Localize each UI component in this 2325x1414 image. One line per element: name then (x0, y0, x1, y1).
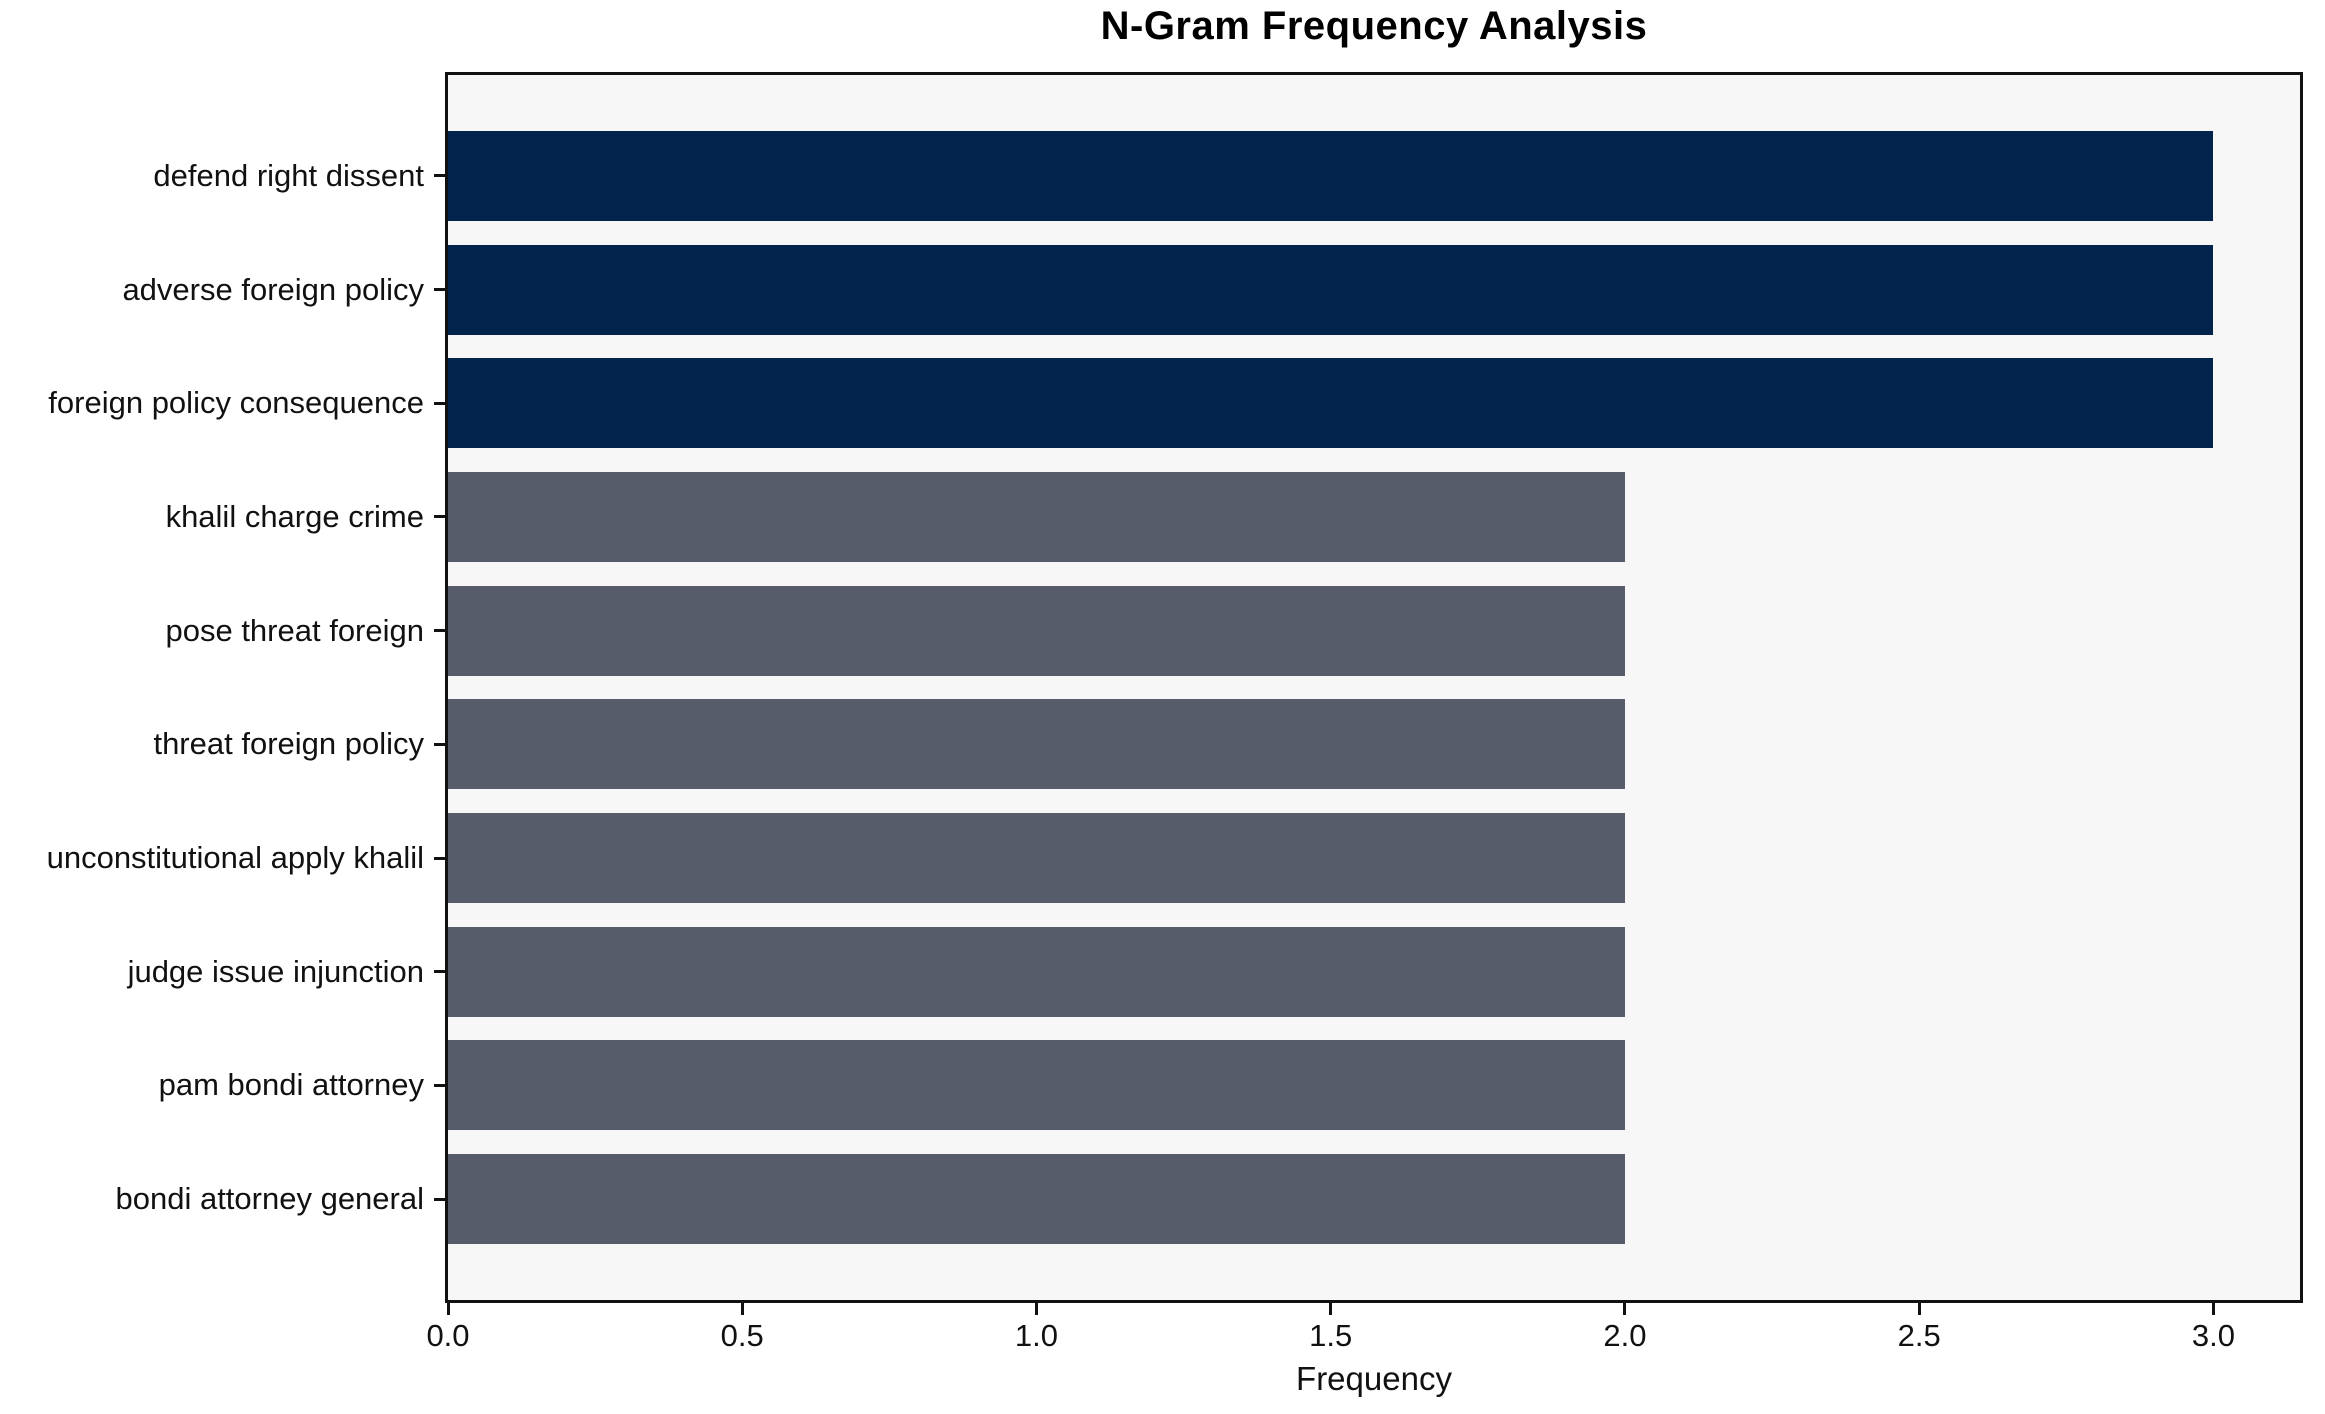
y-tick-mark (434, 288, 445, 292)
y-tick-label-bondi-attorney-general: bondi attorney general (115, 1181, 424, 1217)
x-tick-mark (2211, 1303, 2215, 1315)
bar-defend-right-dissent (448, 130, 2214, 221)
bar-bondi-attorney-general (448, 1154, 1625, 1245)
y-tick-mark (434, 1197, 445, 1201)
x-tick-label-2.5: 2.5 (1897, 1318, 1941, 1353)
chart-title: N-Gram Frequency Analysis (1100, 4, 1648, 48)
x-tick-label-3.0: 3.0 (2191, 1318, 2236, 1353)
y-tick-mark (434, 629, 445, 633)
bar-foreign-policy-consequence (448, 358, 2214, 449)
bar-threat-foreign-policy (448, 699, 1625, 790)
y-tick-label-unconstitutional-apply-khalil: unconstitutional apply khalil (46, 840, 424, 876)
y-tick-mark (434, 856, 445, 860)
x-tick-mark (740, 1303, 744, 1315)
y-tick-mark (434, 1083, 445, 1087)
x-tick-mark (1623, 1303, 1627, 1315)
y-tick-mark (434, 515, 445, 519)
y-tick-label-judge-issue-injunction: judge issue injunction (127, 953, 424, 989)
y-tick-label-defend-right-dissent: defend right dissent (153, 157, 424, 193)
x-axis-label: Frequency (1296, 1360, 1452, 1397)
bar-unconstitutional-apply-khalil (448, 813, 1625, 904)
x-tick-mark (446, 1303, 450, 1315)
bar-khalil-charge-crime (448, 471, 1625, 562)
bar-pam-bondi-attorney (448, 1040, 1625, 1131)
x-tick-label-1.5: 1.5 (1309, 1318, 1353, 1353)
y-tick-mark (434, 742, 445, 746)
y-tick-mark (434, 174, 445, 178)
y-tick-label-foreign-policy-consequence: foreign policy consequence (48, 385, 424, 421)
plot-area (445, 72, 2303, 1303)
x-tick-label-0.0: 0.0 (426, 1318, 470, 1353)
y-tick-label-pose-threat-foreign: pose threat foreign (165, 612, 424, 648)
x-tick-mark (1329, 1303, 1333, 1315)
bar-adverse-foreign-policy (448, 244, 2214, 335)
y-tick-label-khalil-charge-crime: khalil charge crime (165, 498, 424, 534)
y-tick-label-pam-bondi-attorney: pam bondi attorney (158, 1067, 424, 1103)
x-tick-label-0.5: 0.5 (720, 1318, 764, 1353)
y-tick-label-adverse-foreign-policy: adverse foreign policy (122, 271, 424, 307)
bar-pose-threat-foreign (448, 585, 1625, 676)
bar-judge-issue-injunction (448, 926, 1625, 1017)
y-tick-mark (434, 970, 445, 974)
x-tick-label-1.0: 1.0 (1014, 1318, 1059, 1353)
y-tick-label-threat-foreign-policy: threat foreign policy (153, 726, 424, 762)
x-tick-mark (1917, 1303, 1921, 1315)
y-tick-mark (434, 401, 445, 405)
x-tick-label-2.0: 2.0 (1603, 1318, 1647, 1353)
x-tick-mark (1034, 1303, 1038, 1315)
